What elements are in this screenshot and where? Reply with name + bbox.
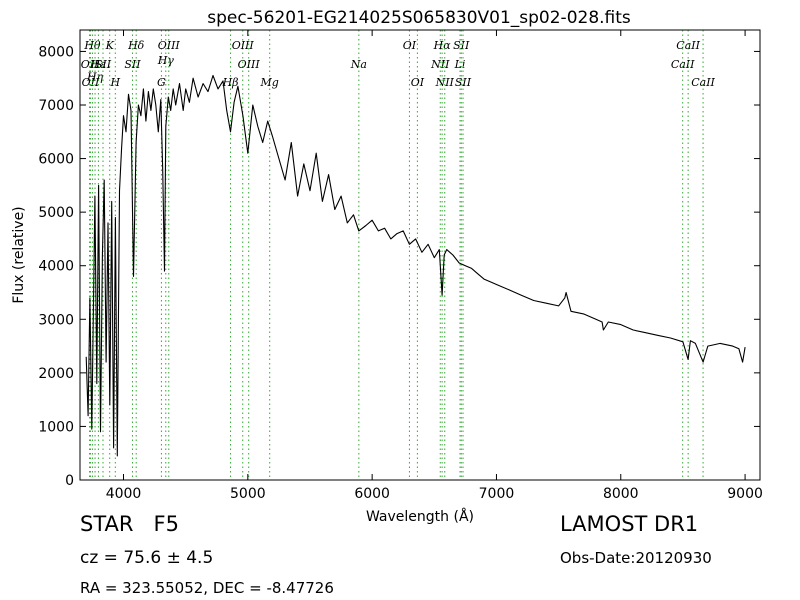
x-tick-label: 7000 xyxy=(479,486,515,502)
y-tick-label: 4000 xyxy=(38,259,74,275)
marker-label: SII xyxy=(124,58,141,71)
marker-label: OIII xyxy=(238,58,261,71)
marker-label: G xyxy=(157,76,166,89)
y-tick-label: 0 xyxy=(65,473,74,489)
marker-label: Hη xyxy=(86,70,104,83)
y-tick-label: 6000 xyxy=(38,152,74,168)
marker-label: OI xyxy=(403,39,417,52)
marker-label: CaII xyxy=(671,58,695,71)
y-tick-label: 8000 xyxy=(38,44,74,60)
y-tick-label: 7000 xyxy=(38,98,74,114)
marker-label: Hβ xyxy=(222,76,239,89)
marker-label: OIII xyxy=(232,39,255,52)
emission-line-markers: OIIOIIHθHηHεSIIKHSIIHδGHγOIIIHβOIIIOIIIM… xyxy=(81,30,716,480)
marker-label: OII xyxy=(81,58,99,71)
x-tick-label: 5000 xyxy=(230,486,266,502)
chart-title: spec-56201-EG214025S065830V01_sp02-028.f… xyxy=(207,8,631,28)
redshift-label: cz = 75.6 ± 4.5 xyxy=(80,548,214,568)
marker-label: Hδ xyxy=(127,39,145,52)
marker-label: NII xyxy=(430,58,450,71)
marker-label: Mg xyxy=(260,76,279,89)
marker-label: Hα xyxy=(433,39,452,52)
y-tick-label: 3000 xyxy=(38,312,74,328)
marker-label: Hε xyxy=(90,58,107,71)
marker-label: OIII xyxy=(158,39,181,52)
marker-label: NII xyxy=(435,76,455,89)
marker-label: Hθ xyxy=(83,39,101,52)
plot-frame xyxy=(79,29,761,481)
subclass-label: F5 xyxy=(153,512,179,536)
axes: 4000 5000 6000 7000 8000 9000 0 1000 2000 3000 400… xyxy=(38,30,763,502)
marker-label: H xyxy=(110,76,121,89)
x-tick-label: 6000 xyxy=(354,486,390,502)
class-label: STAR xyxy=(80,512,134,536)
marker-label: Na xyxy=(350,58,367,71)
marker-label: SII xyxy=(95,58,112,71)
marker-label: SII xyxy=(453,39,470,52)
marker-label: OI xyxy=(411,76,425,89)
marker-label: Hγ xyxy=(157,54,175,67)
y-tick-label: 5000 xyxy=(38,205,74,221)
y-tick-label: 2000 xyxy=(38,366,74,382)
marker-label: SII xyxy=(455,76,472,89)
x-tick-label: 9000 xyxy=(727,486,763,502)
marker-label: Li xyxy=(454,58,466,71)
coordinates-label: RA = 323.55052, DEC = -8.47726 xyxy=(80,579,334,597)
y-tick-label: 1000 xyxy=(38,419,74,435)
marker-label: CaII xyxy=(676,39,700,52)
object-class: STAR F5 xyxy=(80,512,179,536)
x-tick-label: 4000 xyxy=(106,486,142,502)
marker-label: K xyxy=(105,39,115,52)
y-axis-label: Flux (relative) xyxy=(11,206,27,303)
marker-label: CaII xyxy=(691,76,715,89)
x-tick-label: 8000 xyxy=(603,486,639,502)
x-axis-label: Wavelength (Å) xyxy=(366,508,474,525)
spectrum-line xyxy=(85,74,746,457)
marker-label: OII xyxy=(82,76,100,89)
survey-label: LAMOST DR1 xyxy=(560,512,699,536)
obs-date-label: Obs-Date:20120930 xyxy=(560,549,712,567)
